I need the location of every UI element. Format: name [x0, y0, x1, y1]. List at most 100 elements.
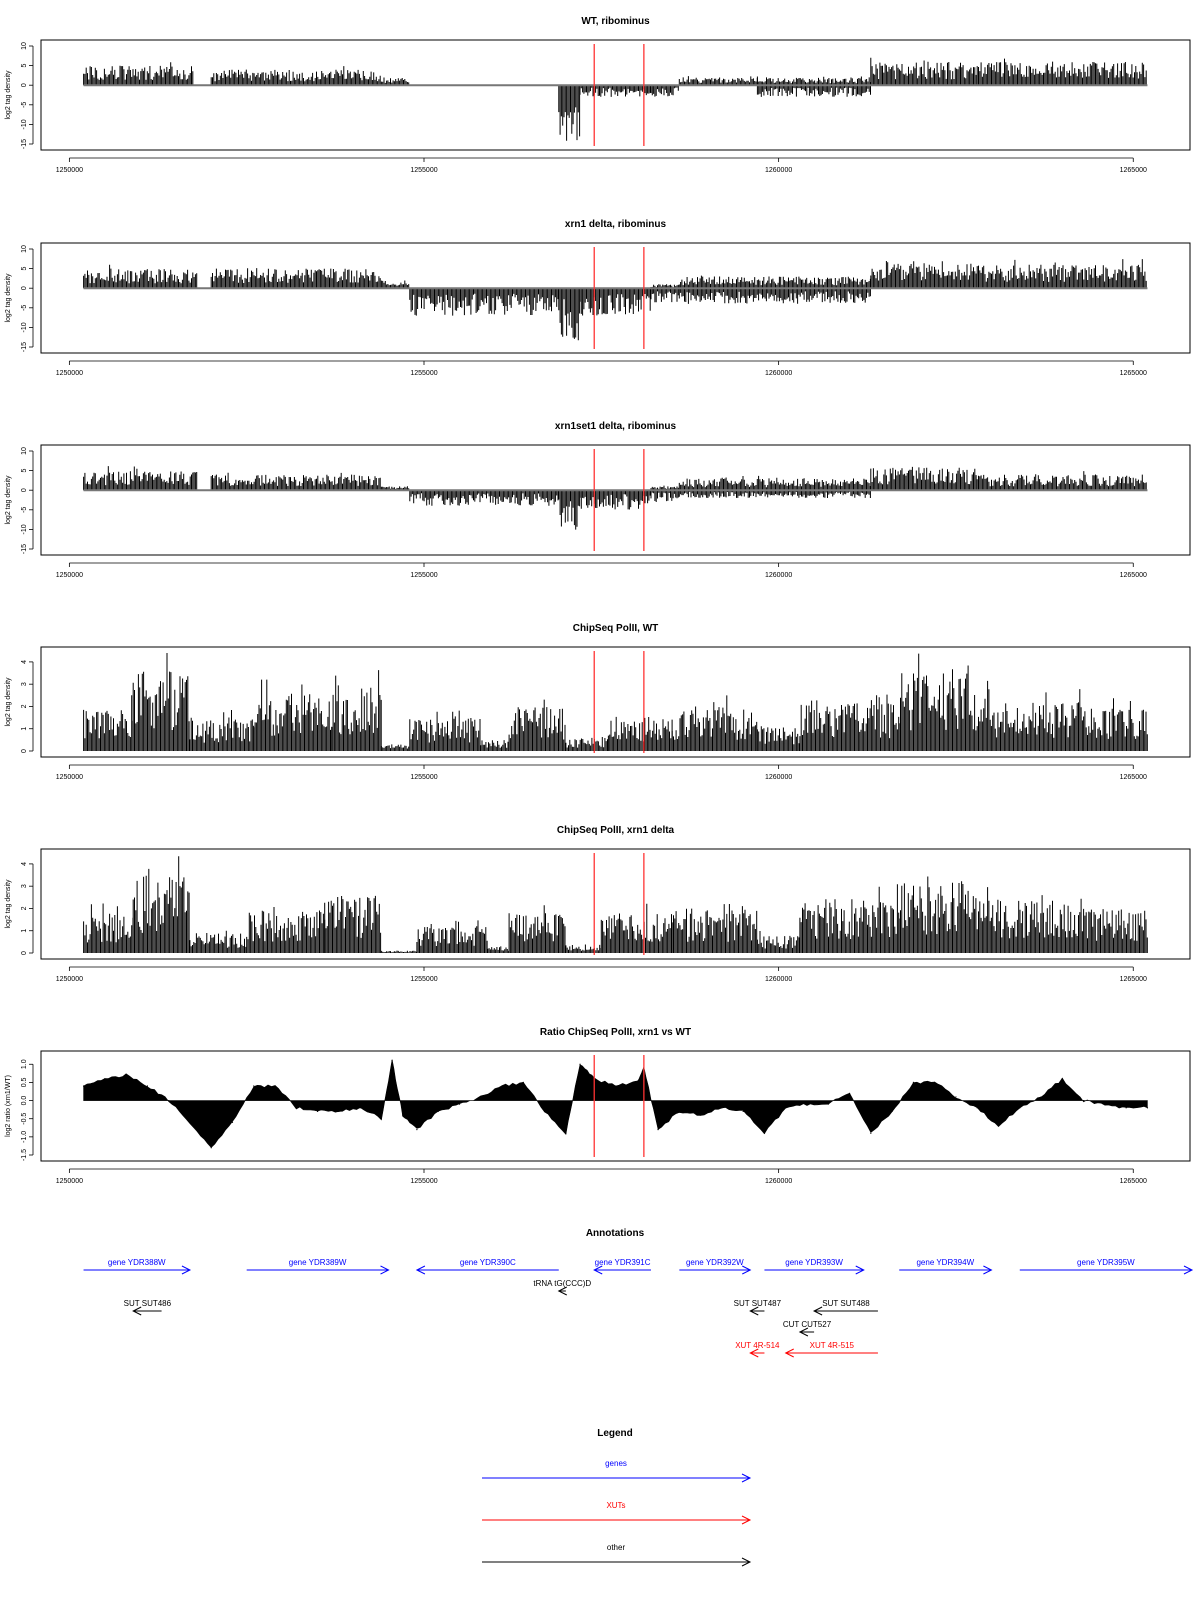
data-bars: [870, 261, 977, 289]
data-bars: [380, 280, 410, 289]
y-tick-label: -15: [21, 544, 28, 554]
data-segment: [976, 58, 1147, 86]
data-bars: [324, 895, 382, 953]
data-segment: [990, 895, 1083, 953]
data-bars: [380, 744, 410, 751]
data-segment: [409, 710, 481, 751]
data-bars: [132, 653, 190, 751]
data-segment: [898, 876, 991, 953]
data-bars: [253, 679, 333, 751]
plot-frame: [40, 242, 1191, 354]
data-segment: [650, 485, 679, 502]
data-segment: [558, 85, 581, 141]
x-tick-label: 1255000: [410, 167, 437, 174]
data-bars: [409, 288, 559, 316]
data-segment: [246, 907, 326, 953]
data-bars: [189, 710, 255, 751]
annotation-feature: gene YDR390C: [415, 1258, 559, 1275]
feature-label: SUT SUT486: [124, 1299, 172, 1308]
data-bars: [189, 930, 247, 953]
feature-label: gene YDR388W: [108, 1258, 166, 1267]
data-bars: [799, 884, 900, 953]
data-segment: [132, 653, 190, 751]
data-segment: [600, 903, 672, 953]
data-segment: [756, 931, 800, 953]
data-bars: [246, 907, 326, 953]
data-bars: [565, 944, 602, 953]
data-segment: [650, 85, 679, 97]
data-bars: [480, 740, 509, 751]
data-bars: [607, 716, 673, 751]
y-tick-label: -5: [21, 102, 28, 108]
plot-frame: [40, 444, 1191, 556]
arrowhead-icon: [855, 1265, 865, 1275]
data-bars: [600, 903, 672, 953]
data-point: [416, 1128, 418, 1131]
y-tick-label: 10: [21, 447, 28, 455]
y-tick-label: 2: [21, 906, 28, 910]
y-tick-label: -5: [21, 507, 28, 513]
data-bars: [487, 946, 510, 953]
feature-label: SUT SUT488: [822, 1299, 870, 1308]
x-tick-label: 1255000: [410, 370, 437, 377]
arrowhead-icon: [784, 1348, 794, 1358]
data-segment: [380, 280, 410, 289]
chart-title: xrn1 delta, ribominus: [565, 219, 667, 230]
data-segment: [83, 695, 134, 751]
legend-label: other: [607, 1543, 626, 1552]
y-tick-label: 5: [21, 267, 28, 271]
annotation-feature: SUT SUT487: [734, 1299, 782, 1316]
data-segment: [678, 76, 758, 86]
data-bars: [83, 264, 198, 289]
arrowhead-icon: [415, 1265, 426, 1275]
data-bars: [409, 490, 559, 506]
data-segment: [799, 884, 900, 953]
y-tick-label: 4: [21, 862, 28, 866]
data-segment: [799, 694, 900, 751]
y-tick-label: 4: [21, 660, 28, 664]
arrowhead-icon: [983, 1265, 993, 1275]
legend-entry: XUTs: [482, 1501, 752, 1525]
track-panel: xrn1 delta, ribominus -15 -10 -5 0 5 10 log2 ta…: [5, 219, 1191, 377]
data-segment: [976, 259, 1147, 289]
annotation-features: gene YDR388W gene YDR389W gene YDR390C gene…: [83, 1258, 1194, 1358]
x-tick-label: 1255000: [410, 1178, 437, 1185]
y-tick-label: 3: [21, 682, 28, 686]
annotation-feature: XUT 4R-514: [735, 1341, 780, 1358]
data-segment: [83, 62, 194, 86]
feature-label: gene YDR389W: [289, 1258, 347, 1267]
y-tick-label: -5: [21, 305, 28, 311]
annotation-feature: SUT SUT488: [812, 1299, 878, 1316]
data-segment: [409, 490, 559, 506]
data-segment: [870, 466, 977, 491]
arrowhead-icon: [741, 1515, 752, 1525]
data-segment: [83, 903, 134, 953]
data-bars: [678, 76, 758, 86]
x-tick-label: 1260000: [765, 774, 792, 781]
arrowhead-icon: [181, 1265, 192, 1275]
y-tick-label: 1.0: [21, 1059, 28, 1069]
y-axis-label: log2 ratio (xrn1/WT): [5, 1075, 12, 1137]
annotations-panel: Annotations gene YDR388W gene YDR389W gene…: [83, 1228, 1194, 1358]
data-bars: [579, 288, 651, 316]
y-tick-label: -1.0: [21, 1131, 28, 1143]
data-segment: [324, 895, 382, 953]
data-bars: [678, 275, 871, 304]
data-bars: [558, 288, 581, 341]
data-bars: [83, 903, 134, 953]
y-tick-label: 0.0: [21, 1096, 28, 1106]
x-tick-label: 1255000: [410, 774, 437, 781]
annotation-feature: SUT SUT486: [124, 1299, 172, 1316]
data-segment: [409, 288, 559, 316]
arrowhead-icon: [812, 1306, 823, 1316]
data-segment: [565, 944, 602, 953]
y-tick-label: 0.5: [21, 1077, 28, 1087]
data-segment: [565, 737, 608, 751]
data-segment: [83, 466, 198, 491]
y-tick-label: -10: [21, 524, 28, 534]
y-tick-label: 0: [21, 488, 28, 492]
x-tick-label: 1260000: [765, 1178, 792, 1185]
chart-title: WT, ribominus: [581, 16, 650, 27]
data-segment: [756, 76, 871, 97]
data-bars: [1083, 908, 1148, 953]
